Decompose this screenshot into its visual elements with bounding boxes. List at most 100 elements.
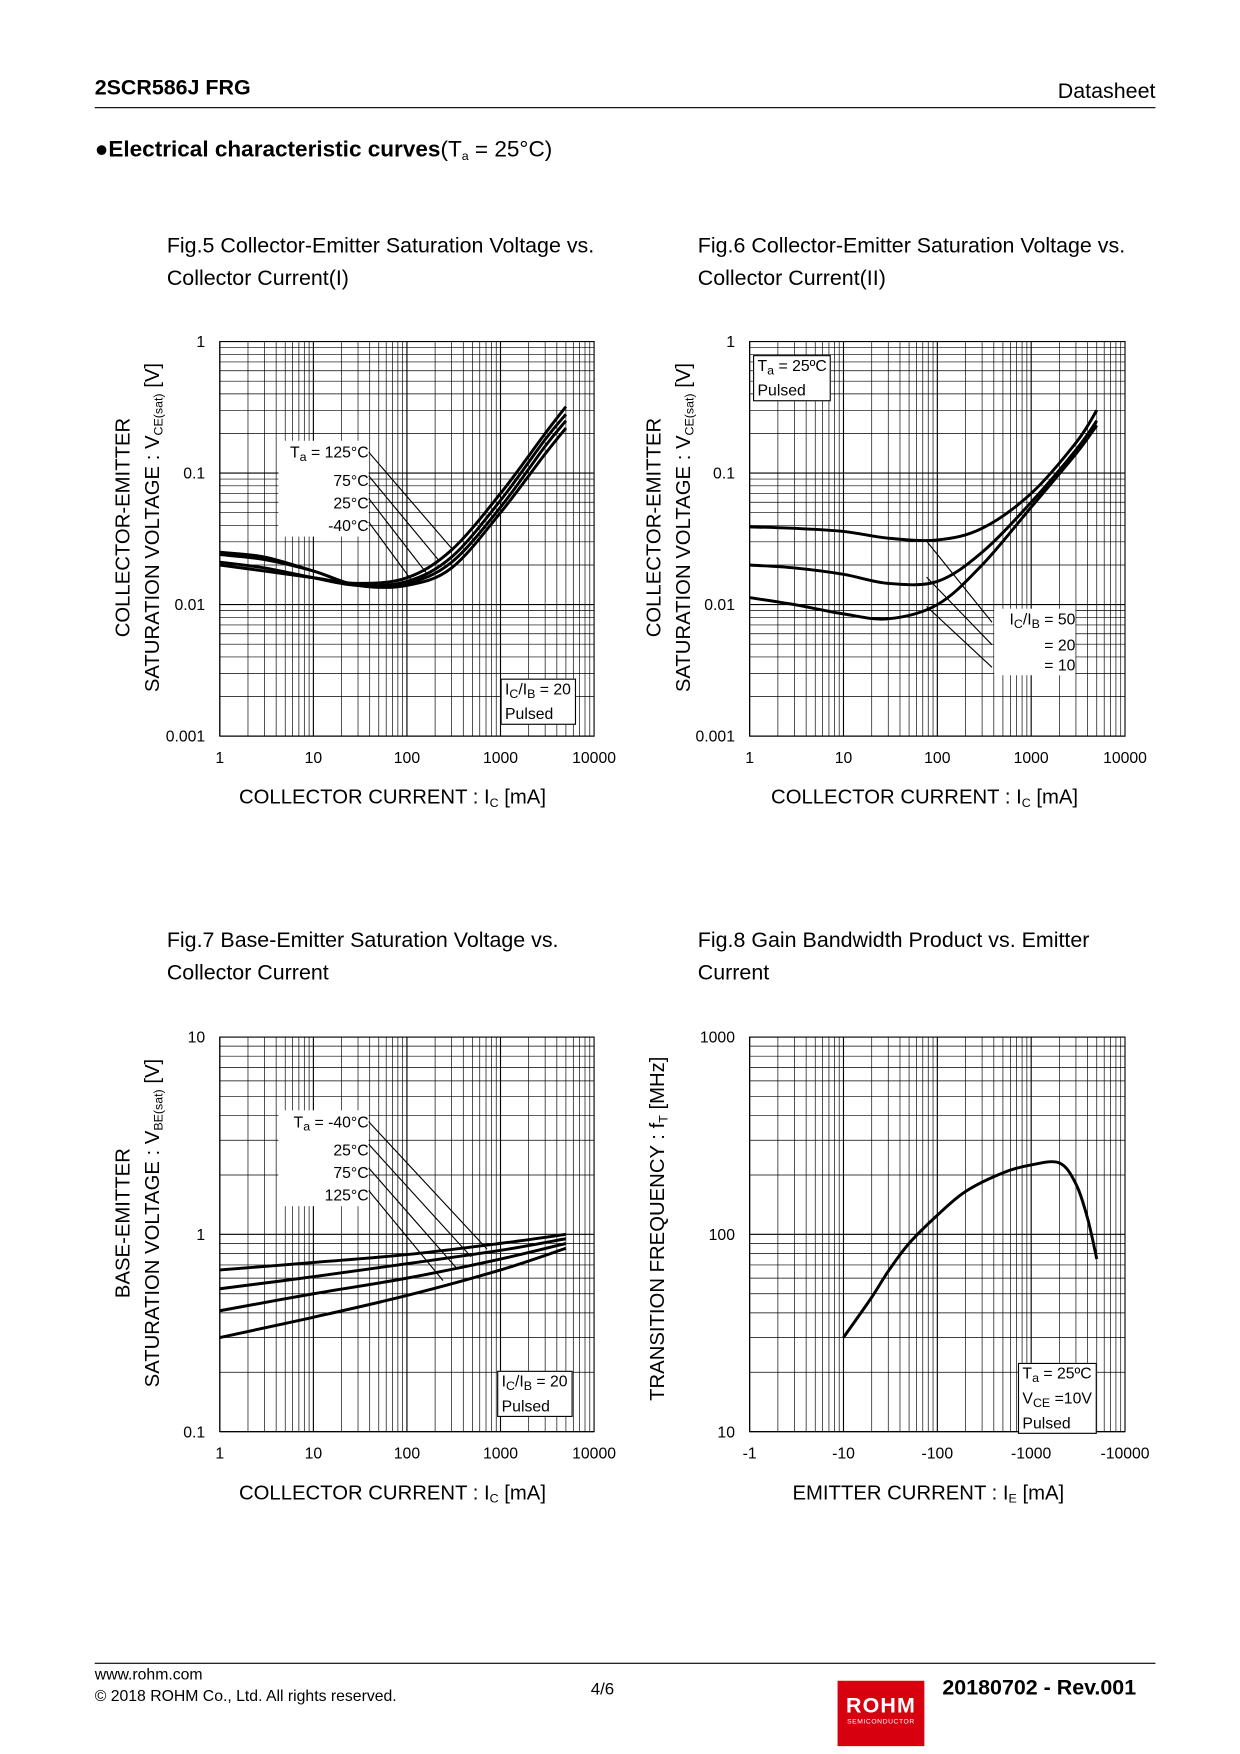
legend-item: Ta = 125°C <box>290 443 369 465</box>
legend-item: 75°C <box>333 1163 369 1182</box>
fig5-title: Fig.5 Collector-Emitter Saturation Volta… <box>166 234 595 291</box>
legend-leader-line <box>926 540 993 623</box>
x-tick-label: -100 <box>922 1446 954 1463</box>
series-line <box>842 1160 1099 1339</box>
fig8-title: Fig.8 Gain Bandwidth Product vs. Emitter… <box>697 928 1090 986</box>
y-tick-label: 0.1 <box>713 466 735 483</box>
legend-item: = 10 <box>1044 656 1076 675</box>
y-tick-label: 0.1 <box>183 1424 205 1441</box>
y-tick-label: 0.001 <box>696 729 735 746</box>
legend-leader-line <box>368 1190 444 1281</box>
x-tick-label: -1000 <box>1011 1446 1052 1463</box>
footer-copyright: © 2018 ROHM Co., Ltd. All rights reserve… <box>94 1686 397 1705</box>
legend-leader-line <box>368 475 441 562</box>
x-tick-label: 1 <box>215 1446 224 1463</box>
x-tick-label: 1000 <box>483 750 518 767</box>
fig6-xlabel: COLLECTOR CURRENT : IC [mA] <box>771 785 1079 811</box>
legend-leader-line <box>368 497 427 573</box>
fig5-ylabel: COLLECTOR-EMITTER SATURATION VOLTAGE : VC… <box>111 362 166 693</box>
fig8-ylabel: TRANSITION FREQUENCY : fT [MHz] <box>645 1056 671 1401</box>
fig6-condition-box: Ta = 25ºC Pulsed <box>753 355 832 402</box>
plot-frame <box>749 340 1126 737</box>
legend-item: 25°C <box>333 493 369 512</box>
legend-leader-line <box>368 1143 472 1258</box>
legend-item: -40°C <box>328 516 369 535</box>
series-line <box>219 405 568 585</box>
legend-leader-line <box>368 1121 488 1250</box>
x-tick-label: 100 <box>394 750 421 767</box>
legend-item: = 20 <box>1044 635 1076 654</box>
section-title-text: Electrical characteristic curves <box>108 137 441 163</box>
series-line <box>219 1246 567 1339</box>
series-line <box>219 1241 567 1313</box>
plot-frame <box>219 1036 595 1433</box>
y-tick-label: 100 <box>709 1227 736 1244</box>
x-tick-label: 10 <box>305 750 323 767</box>
y-tick-label: 1 <box>726 334 735 351</box>
series-line <box>219 1237 567 1291</box>
rohm-logo: ROHM SEMICONDUCTOR <box>837 1680 925 1747</box>
x-tick-label: 1 <box>215 750 224 767</box>
legend-leader-line <box>926 576 993 646</box>
legend-item: 25°C <box>333 1140 369 1159</box>
fig5-condition-box: IC/IB = 20 Pulsed <box>500 678 576 725</box>
series-line <box>749 424 1098 621</box>
fig7-ylabel: BASE-EMITTER SATURATION VOLTAGE : VBE(sat… <box>111 1058 166 1388</box>
legend-item: IC/IB = 50 <box>1009 609 1076 632</box>
legend-leader-line <box>926 606 993 668</box>
y-tick-label: 0.1 <box>183 466 205 483</box>
bullet: ● <box>94 137 109 163</box>
series-line <box>219 1232 567 1272</box>
footer-url[interactable]: www.rohm.com <box>94 1664 203 1684</box>
fig5-xlabel: COLLECTOR CURRENT : IC [mA] <box>238 785 546 811</box>
legend-leader-line <box>368 1167 457 1269</box>
legend-item: 75°C <box>333 471 369 490</box>
fig6-legend: IC/IB = 50 = 20 = 10 <box>994 608 1076 676</box>
y-tick-label: 1 <box>196 334 205 351</box>
fig7-xlabel: COLLECTOR CURRENT : IC [mA] <box>238 1481 546 1507</box>
x-tick-label: 10000 <box>1103 750 1147 767</box>
y-tick-label: 0.01 <box>174 597 205 614</box>
x-tick-label: 100 <box>924 750 951 767</box>
doc-type: Datasheet <box>1057 80 1156 104</box>
x-tick-label: -10 <box>832 1446 855 1463</box>
x-tick-label: 1 <box>745 750 754 767</box>
legend-item: Ta = -40°C <box>293 1112 369 1135</box>
fig8-xlabel: EMITTER CURRENT : IE [mA] <box>792 1481 1065 1507</box>
fig8-condition-box: Ta = 25ºC VCE =10V Pulsed <box>1017 1362 1097 1434</box>
fig7-title: Fig.7 Base-Emitter Saturation Voltage vs… <box>166 928 559 986</box>
y-tick-label: 0.001 <box>166 729 205 746</box>
revision: 20180702 - Rev.001 <box>942 1676 1137 1700</box>
x-tick-label: 100 <box>394 1446 421 1463</box>
legend-leader-line <box>368 521 414 583</box>
series-line <box>219 427 568 589</box>
part-number: 2SCR586J FRG <box>94 76 251 101</box>
fig5-legend: Ta = 125°C 75°C 25°C -40°C <box>278 440 369 537</box>
footer-divider <box>94 1662 1156 1664</box>
fig7-legend: Ta = -40°C 25°C 75°C 125°C <box>278 1110 369 1207</box>
y-tick-label: 1 <box>196 1227 205 1244</box>
y-tick-label: 0.01 <box>704 597 735 614</box>
legend-item: 125°C <box>324 1185 369 1204</box>
y-tick-label: 10 <box>717 1424 735 1441</box>
x-tick-label: 10000 <box>572 750 616 767</box>
fig6-ylabel: COLLECTOR-EMITTER SATURATION VOLTAGE : VC… <box>642 362 697 693</box>
y-tick-label: 1000 <box>700 1030 735 1047</box>
y-tick-label: 10 <box>188 1030 206 1047</box>
plot-frame <box>219 340 595 737</box>
x-tick-label: 10000 <box>572 1446 616 1463</box>
series-line <box>749 419 1098 587</box>
header-divider <box>94 107 1156 109</box>
series-line <box>219 419 568 589</box>
legend-leader-line <box>368 451 454 551</box>
x-tick-label: 1000 <box>1014 750 1049 767</box>
x-tick-label: 10 <box>305 1446 323 1463</box>
fig6-title: Fig.6 Collector-Emitter Saturation Volta… <box>697 234 1126 291</box>
fig7-condition-box: IC/IB = 20 Pulsed <box>497 1370 573 1417</box>
section-title: ●Electrical characteristic curves(Ta = 2… <box>94 137 553 164</box>
x-tick-label: -1 <box>743 1446 757 1463</box>
x-tick-label: 1000 <box>483 1446 518 1463</box>
plot-frame <box>749 1036 1126 1433</box>
